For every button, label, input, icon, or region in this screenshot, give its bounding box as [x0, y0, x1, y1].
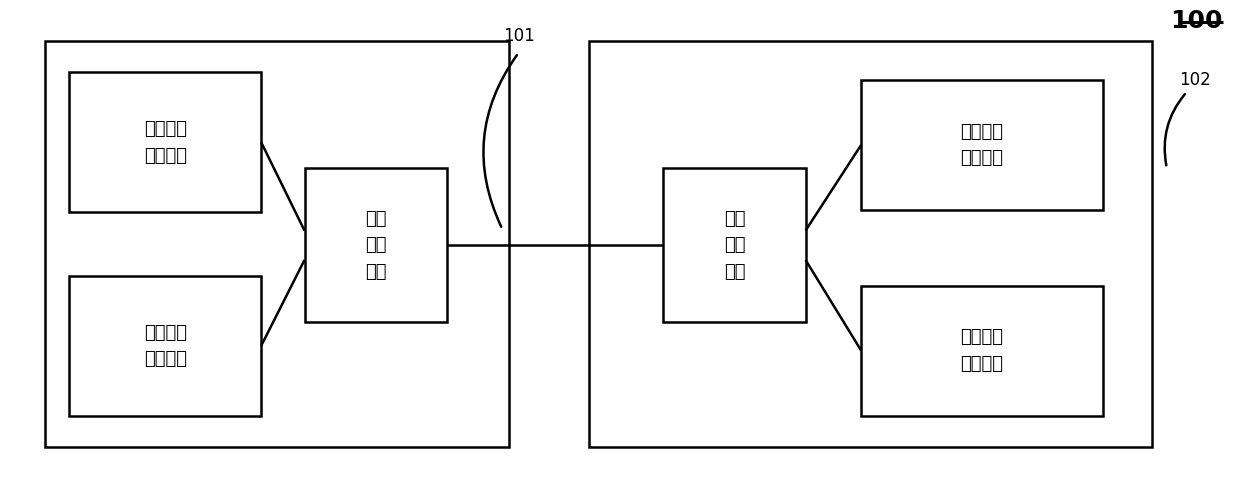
Text: 光路
合成
器件: 光路 合成 器件 — [365, 210, 387, 281]
Bar — [69, 72, 262, 212]
Bar — [589, 40, 1152, 448]
Bar — [69, 276, 262, 416]
Text: 第二光路
选择器件: 第二光路 选择器件 — [961, 123, 1003, 167]
Text: 第一光路
选择器件: 第一光路 选择器件 — [144, 323, 187, 368]
Text: 100: 100 — [1171, 9, 1223, 33]
FancyArrowPatch shape — [1164, 94, 1185, 165]
Bar — [862, 80, 1102, 210]
Text: 第二光路
选择器件: 第二光路 选择器件 — [961, 328, 1003, 373]
Bar — [862, 286, 1102, 416]
FancyArrowPatch shape — [484, 55, 517, 227]
Bar — [45, 40, 508, 448]
Bar — [305, 168, 446, 322]
Bar — [663, 168, 806, 322]
Text: 101: 101 — [502, 27, 534, 45]
Text: 光路
分离
器件: 光路 分离 器件 — [724, 210, 745, 281]
Text: 102: 102 — [1179, 71, 1211, 89]
Text: 第一光路
选择器件: 第一光路 选择器件 — [144, 120, 187, 165]
